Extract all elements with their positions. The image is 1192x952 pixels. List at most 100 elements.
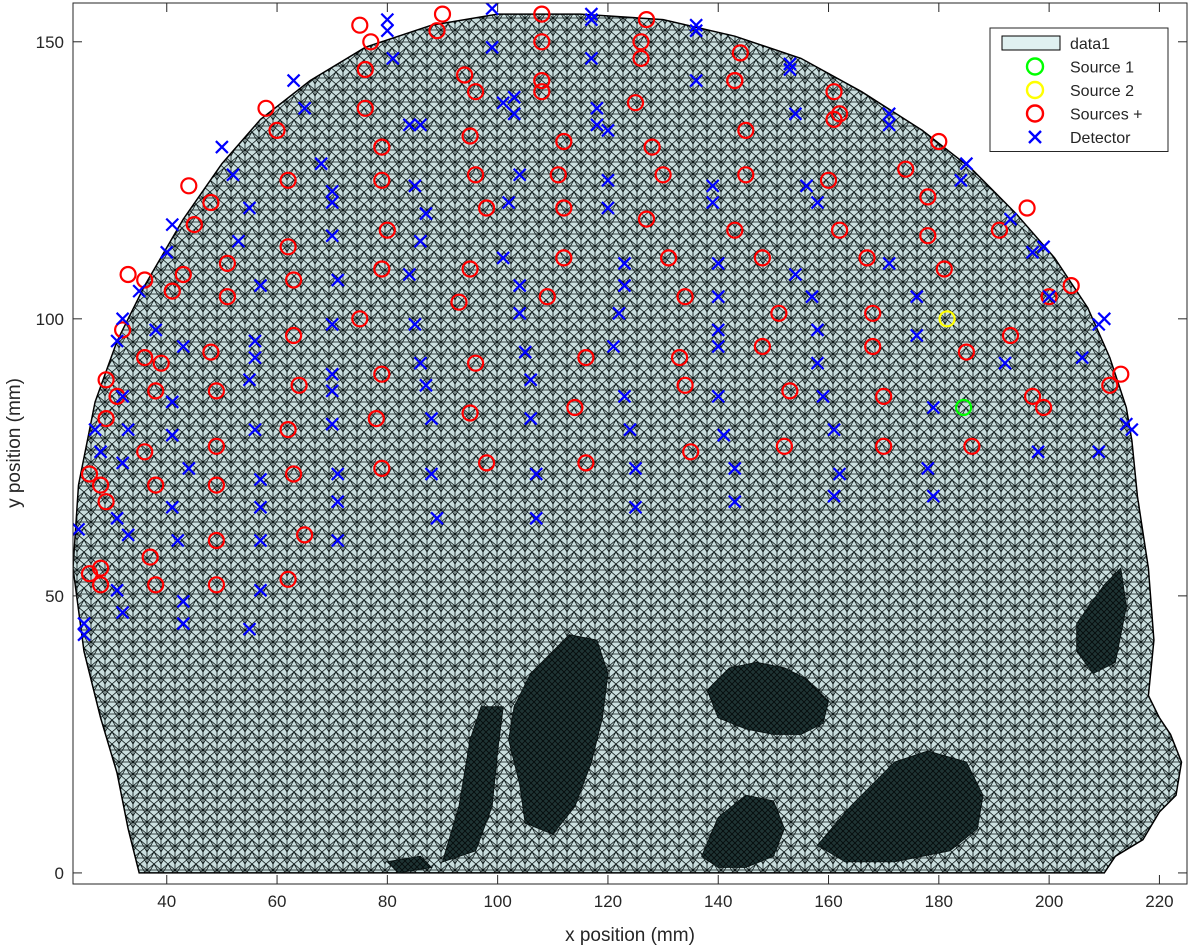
y-tick-label: 150 (36, 33, 64, 52)
source-point (147, 382, 165, 400)
y-tick-label: 50 (45, 587, 64, 606)
detector-point (1075, 350, 1089, 365)
source-point (632, 49, 650, 68)
detector-point (485, 3, 499, 16)
detector-point (689, 73, 703, 88)
source-point (174, 265, 192, 284)
source-point (549, 166, 567, 184)
source-point (919, 227, 937, 245)
detector-point (171, 533, 185, 548)
source-point (990, 221, 1009, 239)
source-point (356, 60, 374, 79)
source-point (577, 349, 595, 367)
x-tick-label: 140 (704, 892, 732, 911)
x-tick-label: 180 (925, 892, 953, 911)
detector-point (711, 289, 726, 304)
mesh-dense-region (1076, 567, 1127, 675)
detector-point (419, 378, 433, 393)
source-point (637, 11, 656, 29)
detector-point (73, 522, 86, 537)
series-source-2 (938, 310, 956, 328)
detector-point (882, 107, 896, 121)
source-point (97, 371, 115, 389)
source-point (456, 66, 474, 84)
detector-point (110, 583, 124, 598)
detector-point (286, 73, 301, 88)
detector-point (121, 528, 135, 542)
source-point (180, 177, 198, 195)
detector-point (799, 179, 814, 193)
source-point (97, 410, 115, 428)
source-point (279, 238, 297, 256)
source-point (770, 304, 788, 322)
detector-point (430, 511, 444, 526)
series-detector (73, 3, 1139, 642)
source-point (478, 454, 496, 472)
detector-point (121, 422, 135, 437)
detector-point (88, 422, 102, 437)
source-point (819, 171, 838, 189)
detector-point (711, 256, 726, 271)
detector-point (176, 616, 191, 631)
source-point (467, 354, 485, 372)
detector-point (788, 267, 803, 282)
detector-point (716, 428, 731, 442)
source-point (136, 349, 154, 367)
detector-point (628, 461, 643, 476)
detector-point (601, 173, 615, 188)
source-point (80, 465, 99, 483)
detector-point (148, 323, 163, 337)
source-point (938, 310, 956, 328)
detector-point (419, 206, 433, 221)
source-point (373, 260, 391, 278)
source-point (654, 166, 672, 184)
detector-point (182, 461, 196, 476)
y-tick-label: 0 (55, 864, 64, 883)
source-point (461, 404, 479, 422)
source-point (351, 16, 369, 34)
detector-point (705, 179, 720, 193)
mesh-dense-region (441, 706, 504, 863)
detector-point (501, 195, 516, 210)
detector-point (165, 500, 180, 514)
source-point (659, 249, 678, 267)
detector-point (705, 195, 720, 210)
detector-point (115, 312, 130, 326)
source-point (1062, 277, 1080, 295)
detector-point (810, 356, 825, 370)
source-point (91, 576, 110, 594)
x-tick-label: 80 (378, 892, 397, 911)
detector-point (408, 179, 422, 193)
source-point (737, 166, 755, 184)
detector-point (77, 627, 91, 642)
detector-point (159, 245, 174, 260)
detector-point (1119, 417, 1134, 431)
detector-point (711, 339, 726, 354)
detector-point (115, 389, 130, 404)
detector-point (590, 118, 604, 132)
source-point (555, 249, 573, 267)
source-point (726, 221, 744, 239)
source-point (731, 44, 749, 62)
source-point (285, 465, 303, 483)
source-point (207, 437, 225, 455)
source-point (963, 437, 981, 455)
detector-point (832, 467, 847, 481)
detector-point (215, 140, 229, 154)
source-point (875, 437, 893, 455)
detector-point (584, 51, 599, 66)
detector-point (512, 278, 527, 293)
detector-point (523, 411, 538, 426)
detector-point (325, 384, 339, 398)
detector-point (165, 395, 180, 409)
detector-point (413, 356, 428, 370)
source-point (373, 171, 391, 189)
detector-point (325, 195, 339, 210)
detector-point (909, 328, 924, 343)
detector-point (788, 107, 803, 121)
detector-point (882, 118, 896, 132)
detector-point (93, 445, 108, 459)
detector-point (242, 373, 257, 387)
source-point (362, 33, 380, 51)
detector-point (617, 278, 632, 293)
